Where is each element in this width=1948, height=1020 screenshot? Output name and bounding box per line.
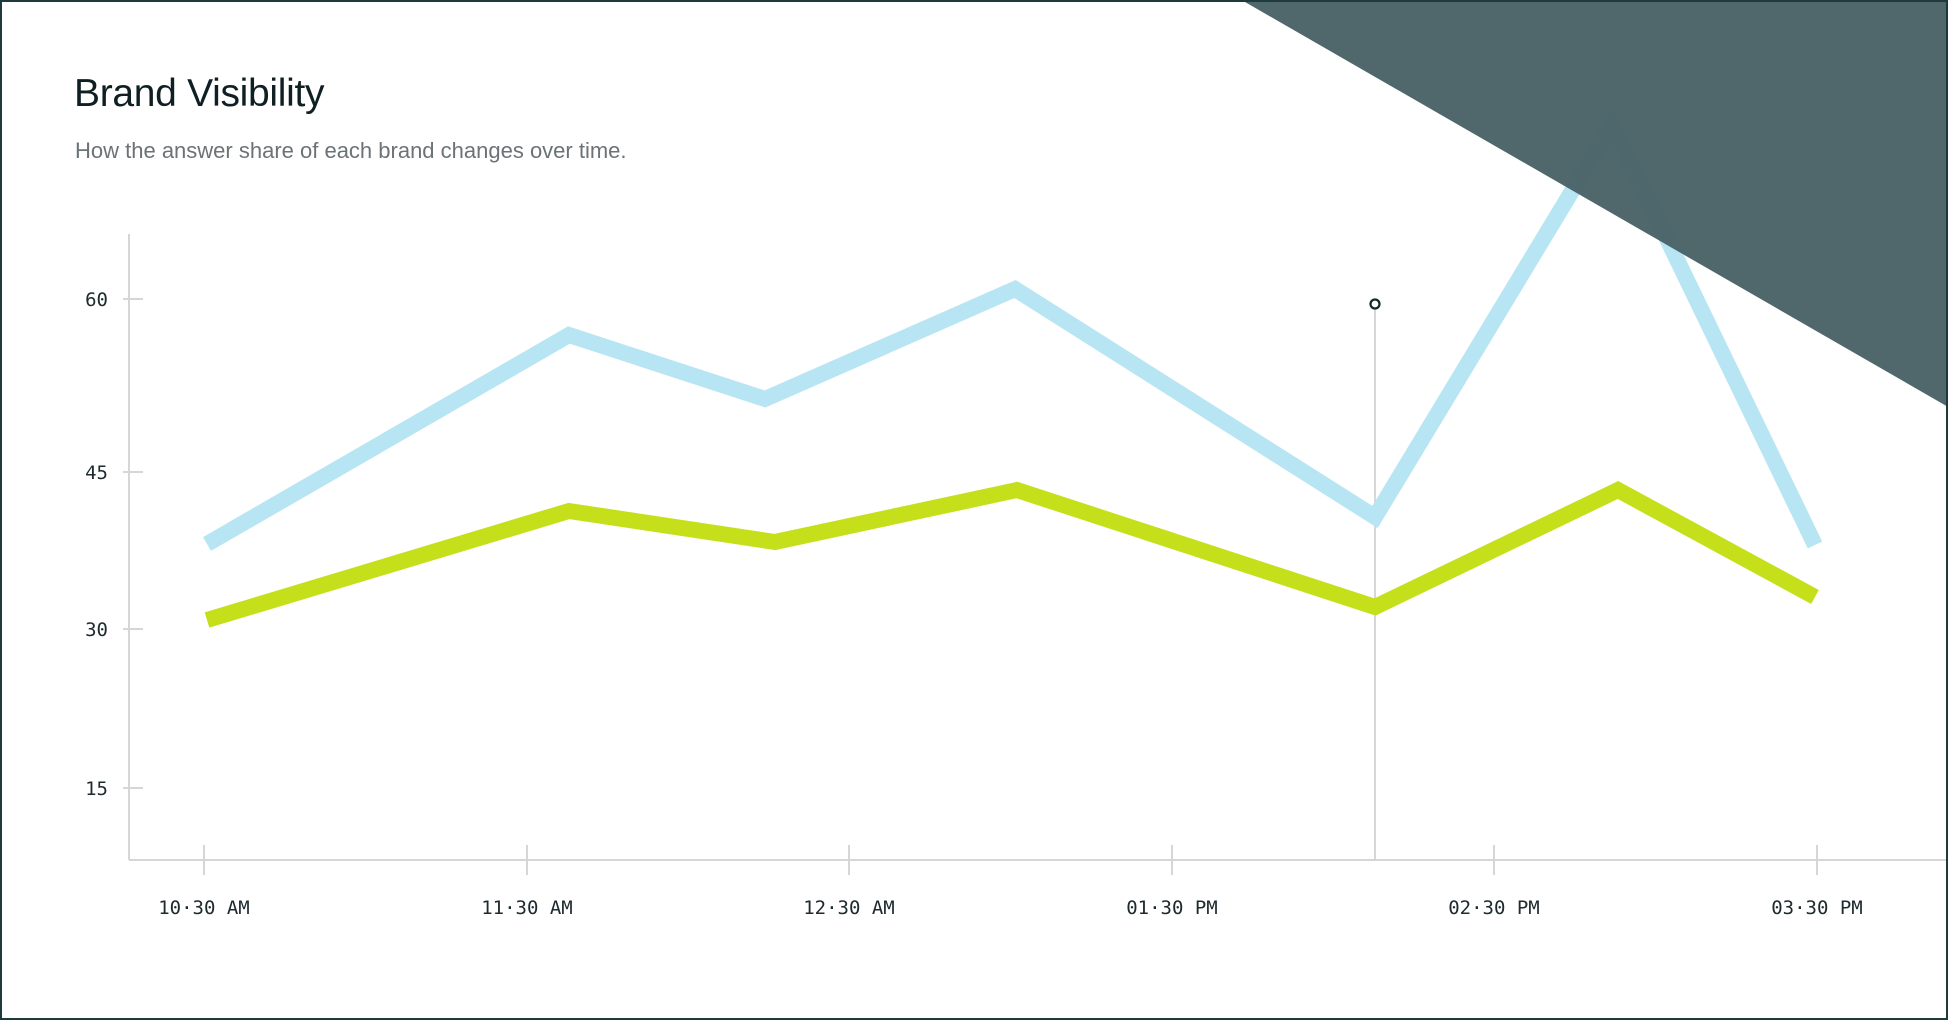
chart-subtitle: How the answer share of each brand chang…: [75, 138, 627, 163]
y-tick-label: 15: [85, 778, 108, 800]
hover-marker-icon: [1369, 298, 1381, 310]
x-axis-ticks: 10·30 AM 11·30 AM 12·30 AM 01·30 PM 02·30 PM…: [158, 845, 1863, 919]
x-tick-label: 11·30 AM: [481, 897, 573, 919]
y-tick-label: 30: [85, 619, 108, 641]
y-tick-label: 60: [85, 289, 108, 311]
x-tick-label: 03·30 PM: [1771, 897, 1863, 919]
series-line-green[interactable]: [204, 481, 1819, 628]
y-tick-label: 45: [85, 462, 108, 484]
x-tick-label: 12·30 AM: [803, 897, 895, 919]
chart-title: Brand Visibility: [74, 72, 325, 115]
decorative-corner-overlay: [1245, 2, 1946, 406]
x-tick-label: 10·30 AM: [158, 897, 250, 919]
y-axis-ticks: 60 45 30 15: [85, 289, 143, 800]
x-tick-label: 01·30 PM: [1126, 897, 1218, 919]
x-tick-label: 02·30 PM: [1448, 897, 1540, 919]
axes: [128, 234, 1946, 861]
